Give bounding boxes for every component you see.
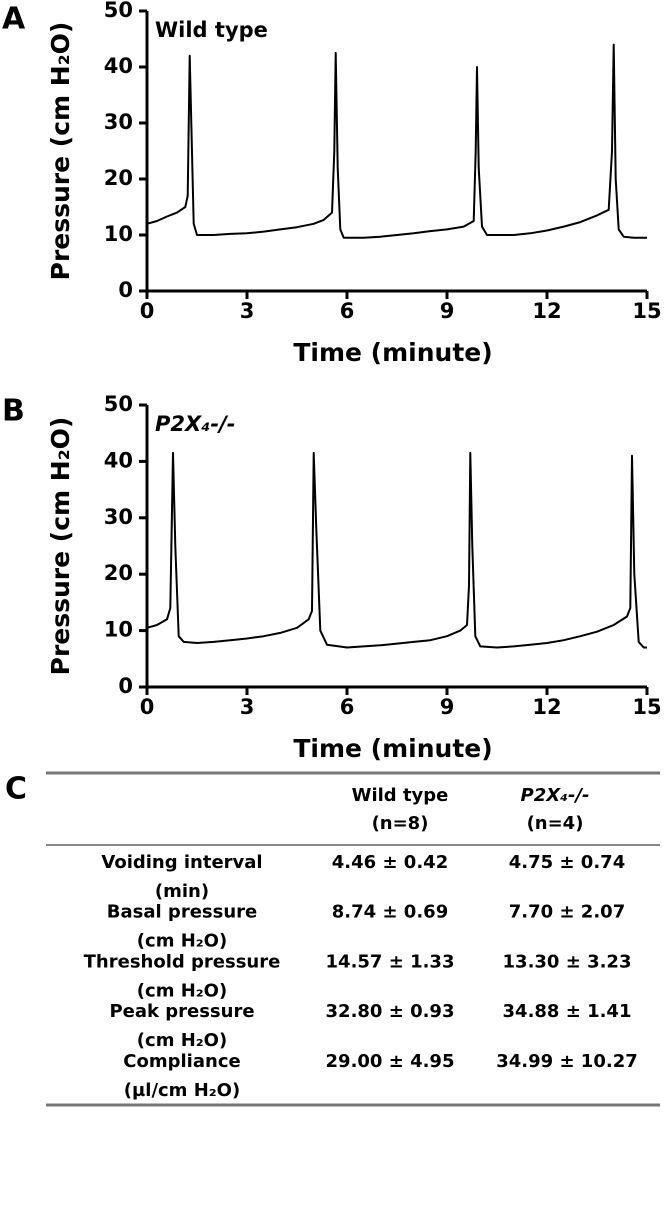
y-tick-label: 30: [104, 110, 133, 134]
row-unit: (µl/cm H₂O): [124, 1080, 240, 1101]
panel-label: C: [5, 772, 27, 807]
x-tick-label: 15: [632, 299, 661, 323]
y-tick-label: 30: [104, 505, 133, 529]
y-tick-label: 50: [104, 0, 133, 22]
table-value: 29.00 ± 4.95: [326, 1051, 455, 1072]
x-tick-label: 9: [440, 299, 455, 323]
column-n: (n=4): [527, 813, 584, 834]
x-axis-label: Time (minute): [293, 338, 492, 367]
y-tick-label: 10: [104, 618, 133, 642]
column-header: Wild type: [352, 785, 449, 806]
table-value: 14.57 ± 1.33: [326, 951, 455, 972]
x-tick-label: 0: [140, 299, 155, 323]
y-tick-label: 0: [118, 674, 133, 698]
column-n: (n=8): [372, 813, 429, 834]
y-tick-label: 10: [104, 222, 133, 246]
pressure-trace: [146, 451, 647, 649]
row-label: Peak pressure: [109, 1001, 254, 1022]
table-value: 4.46 ± 0.42: [332, 852, 448, 873]
row-unit: (cm H₂O): [137, 931, 227, 952]
row-label: Threshold pressure: [84, 951, 281, 972]
y-tick-label: 40: [104, 448, 133, 472]
x-tick-label: 3: [240, 299, 255, 323]
table-value: 4.75 ± 0.74: [509, 852, 625, 873]
panel-label: B: [2, 394, 25, 429]
table-value: 7.70 ± 2.07: [509, 902, 625, 923]
y-tick-label: 50: [104, 392, 133, 416]
row-unit: (cm H₂O): [137, 980, 227, 1001]
table-value: 13.30 ± 3.23: [503, 951, 632, 972]
x-tick-label: 3: [240, 695, 255, 719]
row-label: Basal pressure: [107, 902, 257, 923]
table-value: 8.74 ± 0.69: [332, 902, 448, 923]
row-unit: (min): [155, 881, 209, 902]
table-value: 32.80 ± 0.93: [326, 1001, 455, 1022]
table-value: 34.99 ± 10.27: [496, 1051, 638, 1072]
x-tick-label: 12: [532, 695, 561, 719]
x-axis-label: Time (minute): [293, 734, 492, 763]
x-tick-label: 15: [632, 695, 661, 719]
x-tick-label: 12: [532, 299, 561, 323]
x-tick-label: 6: [340, 299, 355, 323]
y-tick-label: 40: [104, 54, 133, 78]
row-unit: (cm H₂O): [137, 1030, 227, 1051]
panel-label: A: [2, 2, 26, 37]
y-axis-label: Pressure (cm H₂O): [46, 22, 75, 281]
x-tick-label: 6: [340, 695, 355, 719]
annotation: Wild type: [155, 18, 268, 42]
pressure-trace: [146, 43, 647, 239]
x-tick-label: 0: [140, 695, 155, 719]
column-header: P2X₄-/-: [521, 785, 590, 806]
table-value: 34.88 ± 1.41: [503, 1001, 632, 1022]
y-tick-label: 20: [104, 166, 133, 190]
y-tick-label: 0: [118, 278, 133, 302]
y-tick-label: 20: [104, 561, 133, 585]
x-tick-label: 9: [440, 695, 455, 719]
row-label: Voiding interval: [101, 852, 262, 873]
annotation: P2X₄-/-: [155, 412, 236, 436]
y-axis-label: Pressure (cm H₂O): [46, 417, 75, 676]
row-label: Compliance: [123, 1051, 240, 1072]
